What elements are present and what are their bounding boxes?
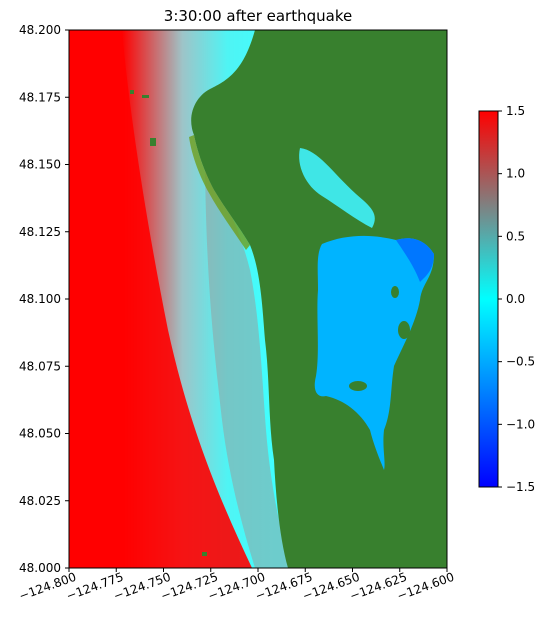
y-tick-label: 48.200	[19, 23, 61, 37]
x-axis: −124.800−124.775−124.750−124.725−124.700…	[17, 568, 456, 603]
colorbar-tick-label: −1.5	[506, 480, 535, 494]
y-tick-label: 48.075	[19, 359, 61, 373]
island	[398, 321, 410, 339]
y-tick-label: 48.050	[19, 427, 61, 441]
coastal-fringe	[189, 135, 250, 250]
y-tick-label: 48.125	[19, 225, 61, 239]
island	[349, 381, 367, 391]
rock	[142, 95, 149, 98]
rock	[130, 90, 134, 94]
colorbar-tick-label: 1.0	[506, 167, 525, 181]
inner-sound-deep	[396, 238, 434, 282]
colorbar	[478, 110, 499, 488]
y-tick-label: 48.000	[19, 561, 61, 575]
transition-band	[205, 160, 290, 568]
map-title: 3:30:00 after earthquake	[164, 7, 352, 25]
rock	[202, 552, 207, 556]
inner-sound	[314, 235, 434, 470]
island	[391, 286, 399, 298]
y-tick-label: 48.150	[19, 158, 61, 172]
y-axis: 48.000 48.025 48.050 48.075 48.100 48.125 48.1…	[19, 23, 69, 575]
rock	[150, 138, 156, 146]
y-tick-label: 48.175	[19, 90, 61, 104]
colorbar-tick-label: 0.0	[506, 292, 525, 306]
northern-inlet	[299, 148, 375, 228]
y-tick-label: 48.100	[19, 292, 61, 306]
map-plot-area	[69, 30, 447, 568]
colorbar-tick-label: 0.5	[506, 229, 525, 243]
colorbar-axis: −1.5 −1.0 −0.5 0.0 0.5 1.0 1.5	[498, 104, 535, 494]
colorbar-tick-label: 1.5	[506, 104, 525, 118]
colorbar-tick-label: −1.0	[506, 417, 535, 431]
y-tick-label: 48.025	[19, 494, 61, 508]
colorbar-tick-label: −0.5	[506, 355, 535, 369]
high-amplitude-band	[69, 30, 252, 568]
